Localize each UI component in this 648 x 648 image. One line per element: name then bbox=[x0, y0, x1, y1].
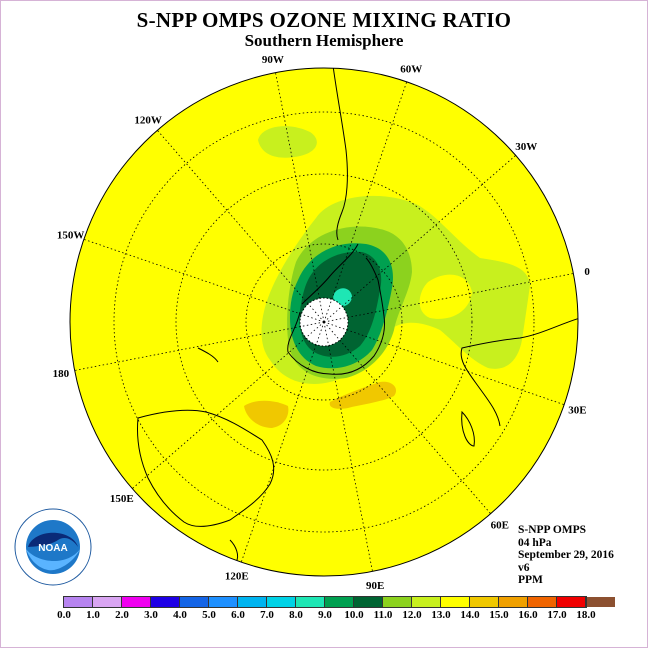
colorbar-swatch bbox=[470, 597, 499, 607]
colorbar-tick-label: 10.0 bbox=[344, 609, 364, 621]
ozone-contour-13-east bbox=[329, 381, 397, 409]
colorbar-tick-label: 13.0 bbox=[431, 609, 451, 621]
colorbar-swatch bbox=[64, 597, 93, 607]
map-subtitle: Southern Hemisphere bbox=[244, 31, 404, 50]
version-label: v6 bbox=[518, 561, 530, 574]
colorbar-swatch bbox=[296, 597, 325, 607]
coast-south-america bbox=[331, 68, 348, 241]
noaa-logo: NOAA bbox=[14, 508, 92, 586]
colorbar-tick-label: 3.0 bbox=[144, 609, 158, 621]
colorbar-swatch bbox=[325, 597, 354, 607]
colorbar-tick-label: 12.0 bbox=[402, 609, 422, 621]
map-info: S-NPP OMPS 04 hPa September 29, 2016 v6 … bbox=[518, 524, 614, 587]
noaa-logo-text: NOAA bbox=[38, 543, 67, 554]
latitude-circle bbox=[113, 111, 535, 533]
longitude-label: 90W bbox=[262, 54, 284, 66]
colorbar-swatch bbox=[499, 597, 528, 607]
longitude-label: 30W bbox=[515, 141, 537, 153]
instrument-label: S-NPP OMPS bbox=[518, 524, 587, 536]
map-border bbox=[69, 67, 579, 577]
colorbar-tick-label: 4.0 bbox=[173, 609, 187, 621]
units-label: PPM bbox=[518, 574, 543, 586]
colorbar-swatch bbox=[93, 597, 122, 607]
longitude-label: 60W bbox=[400, 64, 422, 76]
latitude-circle bbox=[175, 173, 473, 471]
colorbar-tick-labels: 0.0 1.0 2.0 3.0 4.0 5.0 6.0 7.0 8.0 9.0 10.0 11.0 12… bbox=[0, 609, 648, 623]
date-label: September 29, 2016 bbox=[518, 549, 614, 561]
ozone-contour-12-north bbox=[258, 126, 317, 158]
colorbar-tick-label: 9.0 bbox=[318, 609, 332, 621]
colorbar-tick-label: 1.0 bbox=[86, 609, 100, 621]
colorbar-swatch bbox=[441, 597, 470, 607]
coast-antarctic-peninsula bbox=[301, 243, 359, 305]
colorbar-tick-label: 17.0 bbox=[547, 609, 567, 621]
colorbar-tick-label: 14.0 bbox=[460, 609, 480, 621]
colorbar bbox=[64, 597, 615, 607]
longitude-label: 90E bbox=[366, 580, 384, 592]
colorbar-tick-label: 7.0 bbox=[260, 609, 274, 621]
coast-new-zealand bbox=[197, 347, 219, 363]
colorbar-tick-label: 11.0 bbox=[373, 609, 393, 621]
longitude-label: 60E bbox=[491, 519, 509, 531]
colorbar-tick-label: 8.0 bbox=[289, 609, 303, 621]
colorbar-swatch bbox=[209, 597, 238, 607]
latitude-circle bbox=[245, 243, 403, 401]
colorbar-swatch bbox=[586, 597, 615, 607]
colorbar-tick-label: 5.0 bbox=[202, 609, 216, 621]
colorbar-tick-label: 0.0 bbox=[57, 609, 71, 621]
coast-madagascar bbox=[461, 410, 475, 447]
longitude-labels: 0 30E 60E 90E 120E 150E 180 150W 120W 90W 60W 30W bbox=[53, 54, 591, 592]
longitude-label: 120W bbox=[134, 115, 162, 127]
colorbar-swatch bbox=[122, 597, 151, 607]
colorbar-swatch bbox=[528, 597, 557, 607]
colorbar-swatch bbox=[557, 597, 586, 607]
colorbar-tick-label: 6.0 bbox=[231, 609, 245, 621]
colorbar-tick-label: 15.0 bbox=[489, 609, 509, 621]
colorbar-swatch bbox=[151, 597, 180, 607]
graticule bbox=[74, 72, 574, 572]
coast-antarctica bbox=[287, 257, 385, 375]
coast-africa bbox=[460, 317, 578, 427]
colorbar-swatch bbox=[383, 597, 412, 607]
ozone-contour-13-west bbox=[244, 400, 289, 428]
colorbar-swatch bbox=[412, 597, 441, 607]
polar-night-outline bbox=[299, 297, 349, 347]
map-title: S-NPP OMPS OZONE MIXING RATIO bbox=[136, 8, 512, 32]
colorbar-tick-label: 18.0 bbox=[576, 609, 596, 621]
colorbar-swatch bbox=[267, 597, 296, 607]
colorbar-tick-label: 16.0 bbox=[518, 609, 538, 621]
longitude-label: 0 bbox=[584, 266, 590, 278]
ozone-gap-13 bbox=[419, 274, 472, 319]
longitude-label: 180 bbox=[53, 368, 70, 380]
colorbar-swatch bbox=[354, 597, 383, 607]
longitude-label: 30E bbox=[568, 404, 586, 416]
longitude-label: 150W bbox=[57, 230, 85, 242]
pressure-level: 04 hPa bbox=[518, 536, 552, 549]
colorbar-swatch bbox=[180, 597, 209, 607]
colorbar-swatch bbox=[238, 597, 267, 607]
longitude-label: 150E bbox=[110, 493, 134, 505]
colorbar-tick-label: 2.0 bbox=[115, 609, 129, 621]
longitude-label: 120E bbox=[225, 570, 249, 582]
